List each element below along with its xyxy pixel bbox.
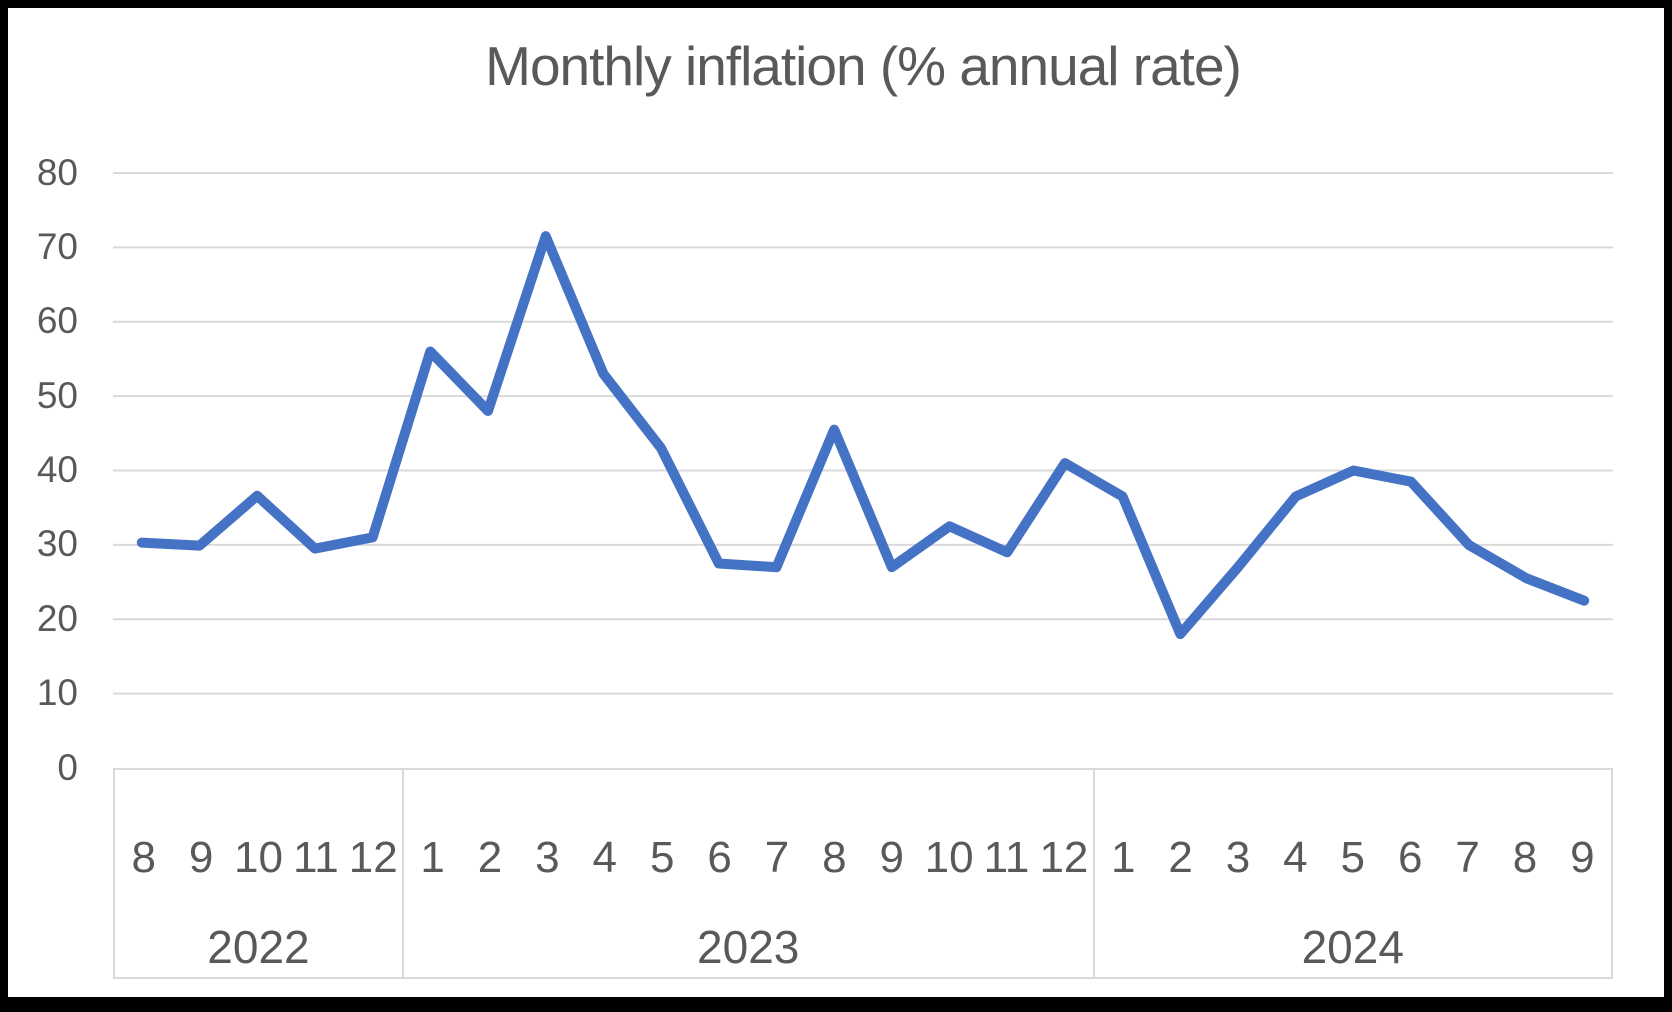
x-axis-month-label: 1 <box>1110 832 1136 882</box>
y-axis-tick-label: 70 <box>36 225 78 267</box>
y-axis-tick-label: 80 <box>36 151 78 193</box>
x-axis-month-label: 2 <box>1168 832 1193 882</box>
x-axis-month-label: 12 <box>348 832 398 882</box>
x-axis-month-label: 9 <box>879 832 904 882</box>
month-row: 1 2 3 4 5 6 7 8 9 10 11 12 <box>404 770 1093 880</box>
x-axis-month-label: 5 <box>1340 832 1366 882</box>
x-axis-month-label: 11 <box>983 832 1030 882</box>
x-axis-month-label: 6 <box>707 832 732 882</box>
x-axis-month-label: 8 <box>822 832 847 882</box>
y-axis-tick-label: 30 <box>36 523 78 565</box>
x-axis-month-label: 4 <box>592 832 618 882</box>
x-axis-month-label: 5 <box>649 832 675 882</box>
x-axis-table: 8 9 10 11 12 2022 1 2 3 4 5 6 7 8 9 10 11 12 2023 1 2 3 4 5 6 7 8 9… <box>113 767 1613 979</box>
x-axis-month-label: 8 <box>1512 832 1538 882</box>
y-axis-tick-label: 10 <box>36 672 78 714</box>
x-axis-month-label: 9 <box>188 832 214 882</box>
year-group-2023: 1 2 3 4 5 6 7 8 9 10 11 12 2023 <box>401 769 1093 977</box>
plot-area <box>113 171 1613 695</box>
x-axis-month-label: 12 <box>1039 832 1089 882</box>
x-axis-year-label: 2023 <box>697 920 800 973</box>
x-axis-month-label: 11 <box>293 832 339 882</box>
inflation-line <box>136 230 1590 639</box>
x-axis-year-label: 2024 <box>1301 920 1404 973</box>
month-row: 8 9 10 11 12 <box>115 770 402 880</box>
y-axis-tick-label: 50 <box>36 374 78 416</box>
y-axis-tick-label: 40 <box>36 449 78 490</box>
x-axis-year-label: 2022 <box>207 920 310 973</box>
x-axis-month-label: 3 <box>1225 832 1251 882</box>
x-axis-month-label: 3 <box>535 832 560 882</box>
year-group-2022: 8 9 10 11 12 2022 <box>115 770 402 977</box>
year-group-2024: 1 2 3 4 5 6 7 8 9 2024 <box>1092 769 1611 977</box>
x-axis-month-label: 10 <box>924 832 974 882</box>
x-axis-month-label: 4 <box>1283 832 1308 882</box>
chart-title: Monthly inflation (% annual rate) <box>485 35 1242 97</box>
x-axis-month-label: 7 <box>1455 832 1480 882</box>
x-axis-month-label: 8 <box>131 832 156 882</box>
y-axis-tick-label: 20 <box>36 597 78 639</box>
x-axis-month-label: 2 <box>477 832 503 882</box>
x-axis-month-label: 10 <box>234 832 283 882</box>
x-axis-month-label: 1 <box>420 832 445 882</box>
x-axis-month-label: 9 <box>1570 832 1595 882</box>
x-axis-month-label: 7 <box>764 832 790 882</box>
y-axis-tick-label: 60 <box>36 300 78 342</box>
y-axis-tick-label: 0 <box>57 746 78 788</box>
x-axis-month-label: 6 <box>1397 832 1423 882</box>
